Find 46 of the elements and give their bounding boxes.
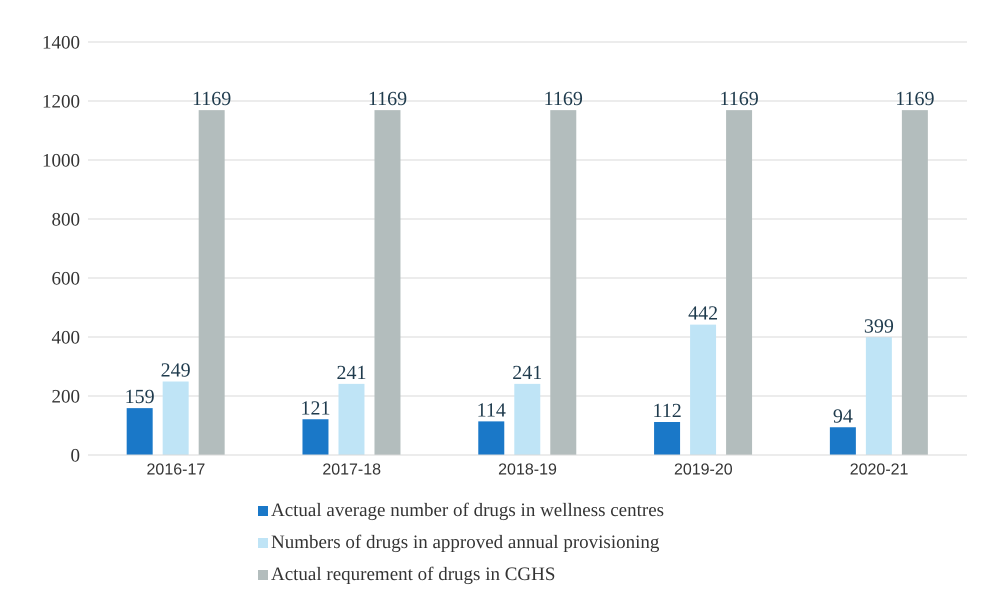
legend-label: Numbers of drugs in approved annual provisioning [271, 532, 660, 554]
bar [866, 337, 892, 455]
y-tick-label: 1000 [42, 150, 80, 172]
bar [198, 110, 225, 455]
data-label: 121 [300, 397, 330, 420]
data-label: 1169 [192, 88, 232, 110]
legend-label: Actual requrement of drugs in CGHS [271, 564, 556, 586]
x-tick-label: 2018-19 [498, 461, 557, 478]
x-tick-label: 2019-20 [674, 461, 733, 478]
y-tick-label: 0 [70, 446, 80, 467]
bar [690, 324, 716, 455]
data-label: 249 [160, 360, 191, 382]
data-label: 94 [832, 405, 853, 428]
bar [338, 384, 364, 455]
y-tick-label: 400 [52, 328, 80, 349]
y-tick-label: 600 [52, 268, 80, 290]
data-label: 114 [476, 399, 506, 422]
bar [302, 419, 328, 455]
bar [550, 110, 576, 455]
x-tick-label: 2017-18 [322, 461, 382, 478]
data-label: 1169 [544, 88, 583, 110]
data-label: 241 [512, 362, 542, 384]
x-tick-label: 2016-17 [146, 461, 206, 478]
bar [162, 382, 189, 455]
bar [126, 408, 153, 455]
y-tick-label: 200 [52, 386, 80, 408]
bar [374, 110, 400, 455]
data-label: 159 [124, 386, 155, 408]
data-label: 399 [864, 315, 894, 338]
data-label: 1169 [368, 88, 408, 110]
y-tick-label: 800 [52, 210, 80, 231]
bar [654, 422, 680, 455]
data-label: 112 [652, 400, 682, 422]
data-label: 1169 [895, 88, 935, 110]
data-label: 442 [688, 302, 718, 325]
y-tick-label: 1400 [42, 32, 80, 54]
bar [514, 384, 540, 455]
data-label: 1169 [719, 88, 759, 110]
bar [726, 110, 752, 455]
data-label: 241 [336, 362, 366, 384]
bar [478, 421, 504, 455]
legend-label: Actual average number of drugs in wellness centres [271, 500, 664, 522]
bar [902, 110, 928, 455]
x-tick-label: 2020-21 [850, 461, 909, 478]
y-tick-label: 1200 [42, 92, 80, 113]
bar [830, 427, 856, 455]
